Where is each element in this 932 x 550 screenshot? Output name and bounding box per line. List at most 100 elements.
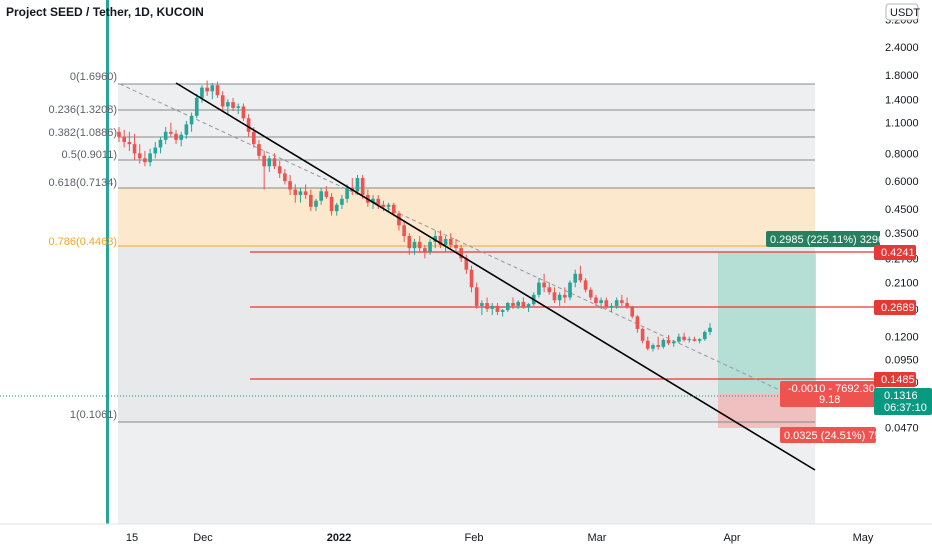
fib-lines (118, 83, 815, 423)
candle-body (692, 339, 697, 341)
candle-body (568, 282, 572, 298)
candle-body (537, 282, 541, 295)
y-tick-label: 0.6000 (885, 176, 919, 188)
candle-body (324, 191, 329, 197)
price-tag-0.2689: 0.2689 (874, 300, 916, 315)
candle-body (651, 345, 655, 349)
candle-body (246, 118, 251, 132)
x-ticks: 15 Dec 2022 Feb Mar Apr May (126, 532, 874, 544)
candle-body (184, 124, 189, 135)
price-tag-0.4241: 0.4241 (874, 245, 916, 260)
candle-body (578, 273, 583, 281)
candle-body (267, 158, 272, 167)
candle-body (309, 194, 313, 207)
svg-text:0.1316: 0.1316 (884, 390, 918, 402)
candle-body (158, 139, 163, 148)
candle-body (143, 158, 147, 163)
x-tick-label: Apr (723, 532, 740, 544)
candle-body (542, 282, 546, 288)
candle-body (153, 147, 158, 154)
candle-body (677, 336, 681, 342)
center-text-2: 9.18 (819, 394, 840, 406)
candle-body (552, 292, 557, 301)
candle-body (526, 304, 531, 308)
y-tick-label: 1.8000 (885, 70, 919, 82)
candle-body (345, 187, 349, 199)
candle-body (594, 297, 598, 304)
candle-body (319, 191, 323, 201)
candle-body (236, 106, 241, 108)
y-tick-label: 1.1000 (885, 118, 919, 130)
candle-body (630, 307, 635, 317)
candle-body (469, 269, 474, 288)
candle-body (620, 300, 624, 304)
fib-label: 0.236(1.3208) (49, 104, 118, 116)
candle-body (703, 331, 707, 340)
fib-label: 0.5(0.9011) (62, 149, 117, 161)
candle-body (391, 204, 396, 214)
x-tick-label: 2022 (327, 532, 351, 544)
candle-body (614, 300, 619, 306)
candle-body (303, 191, 308, 195)
candle-body (604, 300, 609, 308)
candle-body (495, 305, 500, 312)
y-tick-label: 0.8000 (885, 148, 919, 160)
down-trendline (175, 82, 816, 471)
stop-text: 0.0325 (24.51%) 750 (784, 430, 887, 442)
candle-body (117, 131, 121, 137)
candle-body (661, 339, 666, 347)
fib-label: 0.382(1.0886) (49, 127, 118, 139)
candle-body (298, 191, 303, 195)
position-target-label: 0.2985 (225.11%) 3296. (766, 231, 887, 247)
candle-body (697, 339, 702, 341)
candle-body (474, 287, 479, 306)
candle-body (625, 303, 629, 308)
fib-grey-lower (118, 246, 815, 422)
candle-body (231, 102, 235, 108)
chart-title: Project SEED / Tether, 1D, KUCOIN (6, 5, 204, 19)
position-target-zone (718, 252, 816, 394)
candle-body (490, 305, 495, 309)
y-tick-label: 0.4500 (885, 204, 919, 216)
candle-body (381, 204, 386, 207)
candle-body (547, 287, 552, 293)
candle-body (599, 300, 603, 304)
candle-body (573, 273, 578, 283)
candle-body (163, 131, 168, 140)
candle-body (687, 339, 692, 341)
target-text: 0.2985 (225.11%) 3296. (770, 234, 887, 246)
x-tick-label: Dec (193, 532, 213, 544)
candle-body (179, 134, 184, 140)
candle-body (241, 106, 246, 119)
candle-body (386, 204, 391, 207)
candle-body (557, 294, 562, 301)
currency-badge[interactable]: USDT (885, 3, 920, 21)
candle-body (423, 248, 427, 252)
candle-body (412, 241, 417, 249)
candle-body (448, 238, 453, 245)
candle-body (609, 305, 614, 308)
y-tick-label: 0.0470 (885, 422, 919, 434)
candle-body (210, 85, 215, 92)
price-axis[interactable] (880, 0, 932, 524)
candle-body (334, 204, 339, 212)
candle-body (443, 238, 448, 245)
candle-body (708, 327, 712, 332)
candle-body (220, 95, 225, 107)
candle-body (671, 341, 676, 344)
candle-body (454, 244, 458, 249)
candle-body (288, 181, 292, 190)
candle-body (563, 294, 567, 298)
candle-body (355, 177, 360, 192)
fib-labels: 0(1.6960) 0.236(1.3208) 0.382(1.0886) 0.5(0… (49, 71, 118, 421)
position-center-label: -0.0010 - 7692.308 9.18 (780, 381, 881, 407)
candle-body (215, 85, 220, 96)
svg-text:06:37:10: 06:37:10 (884, 402, 927, 414)
candle-body (402, 225, 406, 237)
position-stop-label: 0.0325 (24.51%) 750 (780, 427, 887, 443)
fib-label: 0(1.6960) (70, 71, 117, 83)
candle-body (480, 303, 484, 306)
svg-text:0.2689: 0.2689 (881, 302, 915, 314)
candle-body (257, 144, 261, 156)
